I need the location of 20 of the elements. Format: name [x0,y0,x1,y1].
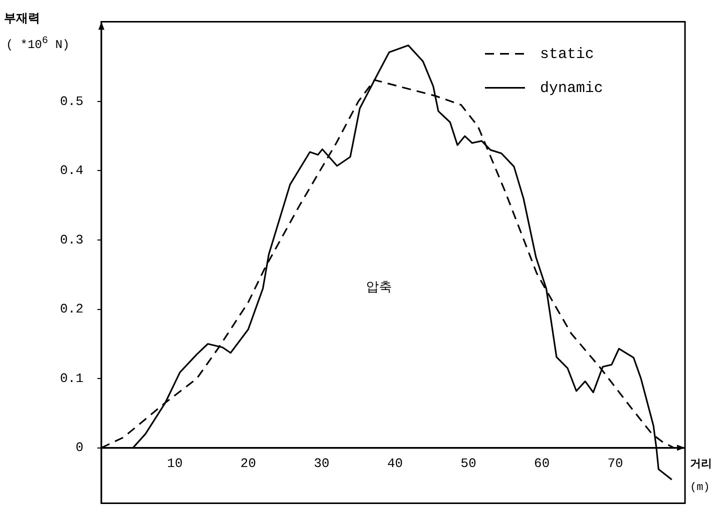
x-tick-label: 50 [460,456,476,472]
y-tick-label: 0.2 [60,302,84,317]
x-tick-label: 20 [240,456,256,472]
legend-label: static [540,46,594,63]
y-tick-label: 0.5 [60,94,84,109]
y-tick-label: 0.1 [60,370,84,386]
x-tick-label: 30 [314,456,330,472]
y-tick-label: 0 [76,440,84,456]
x-tick-label: 70 [607,456,624,472]
y-tick-label: 0.4 [60,163,84,178]
y-tick-label: 0.3 [60,232,84,248]
text: (m) [690,482,710,494]
x-tick-label: 10 [167,456,183,472]
x-tick-label: 60 [534,456,550,472]
annotation: 압축 [366,279,392,296]
x-tick-label: 40 [387,456,403,472]
y-axis-title: 부재력 [4,11,40,27]
x-axis-title: 거리 [690,458,712,471]
text: ( *10$^{6}$ N) [6,36,70,52]
legend-label: dynamic [540,80,604,97]
